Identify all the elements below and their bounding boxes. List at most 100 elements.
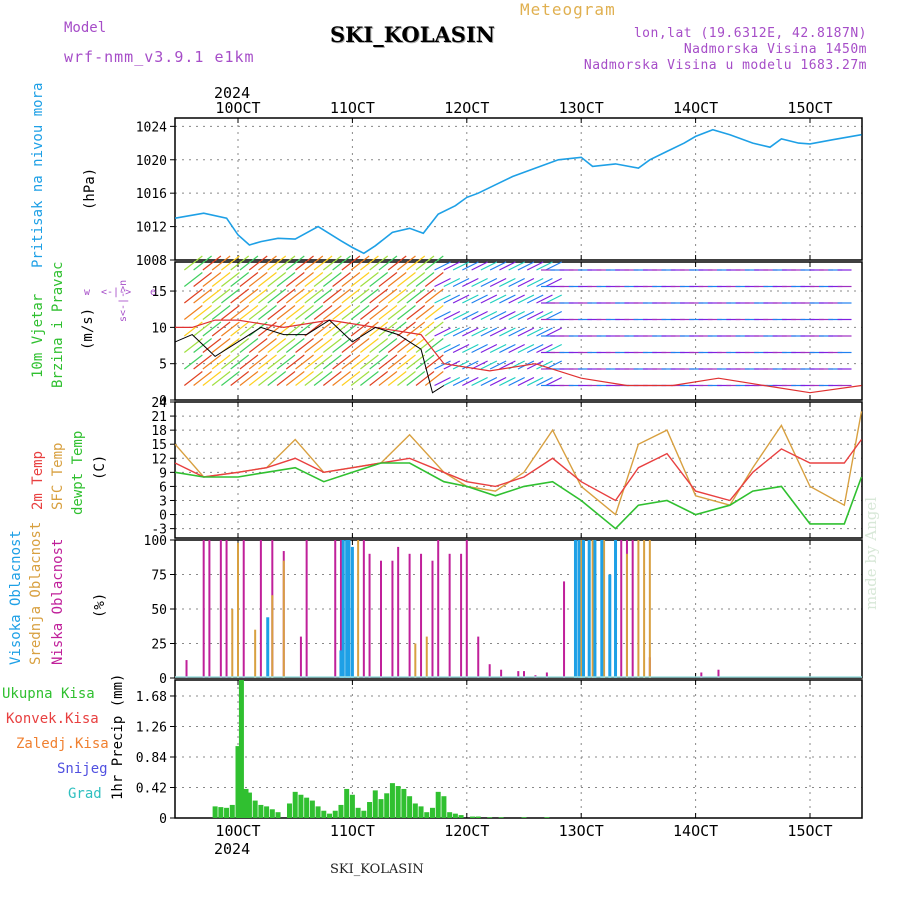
cloud-bar <box>208 540 211 678</box>
wind-barb <box>424 354 444 370</box>
precip-legend-snow: Snijeg <box>57 761 108 777</box>
wind-barb <box>248 305 268 320</box>
wind-barb <box>471 294 488 304</box>
wind-barb <box>285 272 305 287</box>
wind-barb <box>276 288 296 304</box>
x-tick-label-bottom: 14OCT <box>673 822 718 840</box>
wind-barb <box>239 255 259 271</box>
wind-barb <box>452 343 470 354</box>
wind-barb <box>202 288 222 304</box>
wind-barb <box>360 305 379 320</box>
wind-barb <box>332 255 351 271</box>
wind-barb <box>480 376 498 387</box>
wind-barb <box>295 305 314 320</box>
panel-frame <box>174 401 863 539</box>
wind-barb <box>406 272 426 287</box>
cloud-bar <box>231 609 234 678</box>
wind-barb <box>350 272 370 287</box>
wind-barb <box>304 305 324 320</box>
y-tick-label: 75 <box>151 569 167 584</box>
wind-barb <box>183 305 203 320</box>
cloud-bar <box>219 540 222 678</box>
precip-bar <box>521 817 527 818</box>
precip-bar <box>344 788 350 818</box>
precip-bar <box>389 783 395 818</box>
pressure-label: Pritisak na nivou mora <box>30 82 46 268</box>
wind-barb <box>183 354 203 370</box>
cloud-bar <box>362 540 365 678</box>
wind-barb <box>304 338 324 353</box>
wind-barb <box>230 272 250 287</box>
wind-barb <box>471 261 488 271</box>
precip-bar <box>304 797 310 818</box>
y-tick-label: 0.42 <box>136 781 167 796</box>
wind-barb <box>193 255 212 271</box>
wind-barb <box>360 255 379 271</box>
y-tick-label: 15 <box>151 438 167 453</box>
wind-barb <box>378 255 398 271</box>
wind-barb <box>526 310 544 321</box>
wind-barb <box>239 338 259 353</box>
precip-bar <box>435 791 441 818</box>
precip-bar <box>498 817 504 818</box>
precip-legend-conv: Konvek.Kisa <box>6 711 99 727</box>
x-tick-label-bottom: 13OCT <box>559 822 604 840</box>
cloud-bar <box>577 540 581 678</box>
wind-barb <box>462 376 479 387</box>
cloud-bar <box>368 553 371 678</box>
wind-barb <box>415 288 435 304</box>
wind-barb <box>230 338 250 353</box>
cloud-bar <box>237 542 239 678</box>
wind-barb <box>499 277 516 288</box>
wind-barb <box>230 305 250 320</box>
wind-dir-arrow: <-|-> <box>101 287 132 298</box>
y-tick-label: 6 <box>159 480 167 495</box>
pressure-unit: (hPa) <box>82 167 98 210</box>
wind-barb <box>350 255 370 271</box>
wind-barb <box>434 360 451 370</box>
cloud-bar <box>643 540 646 678</box>
wind-barb <box>452 261 470 271</box>
wind-barb <box>517 277 535 288</box>
wind-barb <box>369 338 389 353</box>
cloud-bar <box>717 669 720 678</box>
wind-barb <box>211 338 231 353</box>
y-tick-label: 24 <box>151 396 167 411</box>
sfc-temp-line <box>174 411 863 516</box>
x-tick-label-top: 11OCT <box>330 99 375 117</box>
wind-barb <box>230 255 250 271</box>
cloud-bar <box>254 629 257 678</box>
wind-barb <box>489 343 507 354</box>
wind-barb <box>424 305 444 320</box>
cloud-bar <box>341 540 345 678</box>
wind-barb <box>415 255 435 271</box>
wind-barb <box>415 371 435 386</box>
wind-barb <box>313 272 333 287</box>
wind-barb <box>267 354 287 370</box>
cloud-bar <box>573 540 577 678</box>
x-tick-label-top: 10OCT <box>215 99 260 117</box>
precip-bar <box>212 806 218 818</box>
cloud-bar <box>500 669 503 678</box>
wind-barb <box>202 255 222 271</box>
wind-barb <box>517 376 535 387</box>
wind-barb <box>369 321 389 337</box>
wind-barb <box>285 305 305 320</box>
y-tick-label: 21 <box>151 410 167 425</box>
precip-bar <box>218 807 224 818</box>
wind-barb <box>221 321 240 337</box>
precip-bar <box>229 804 235 818</box>
wind-barb <box>526 261 544 271</box>
cloud-bar <box>631 540 634 678</box>
wind-barb <box>369 255 389 271</box>
cloud-bar <box>397 546 400 678</box>
wind-barb <box>230 321 250 337</box>
wind-barb <box>415 354 435 370</box>
x-tick-label-top: 14OCT <box>673 99 718 117</box>
precip-bar <box>367 802 373 818</box>
wind-barb <box>378 305 398 320</box>
wind-barb <box>322 272 342 287</box>
wind-barb <box>341 305 361 320</box>
y-tick-label: 0.84 <box>136 751 167 766</box>
wind-barb <box>341 338 361 353</box>
